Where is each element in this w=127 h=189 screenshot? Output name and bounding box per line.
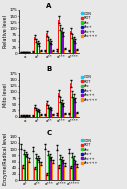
Bar	[48, 153, 49, 180]
Bar	[40, 163, 41, 180]
Bar	[33, 51, 34, 53]
Bar	[76, 113, 77, 117]
Bar	[69, 114, 70, 117]
Bar	[46, 33, 47, 53]
Bar	[57, 148, 58, 180]
Bar	[37, 43, 38, 53]
Bar	[70, 83, 71, 117]
Bar	[25, 116, 26, 117]
Bar	[24, 116, 25, 117]
Bar	[46, 174, 47, 180]
Bar	[28, 116, 29, 117]
Bar	[40, 115, 41, 117]
Bar	[45, 51, 46, 53]
Bar	[57, 50, 58, 53]
Bar	[52, 162, 53, 180]
Bar	[62, 162, 64, 180]
Title: A: A	[46, 3, 52, 9]
Bar	[72, 94, 73, 117]
Bar	[48, 38, 49, 53]
Y-axis label: Mito level: Mito level	[3, 83, 8, 107]
Bar	[40, 51, 41, 53]
Bar	[70, 167, 71, 180]
Bar	[58, 166, 59, 180]
Bar	[51, 158, 52, 180]
Title: C: C	[46, 130, 52, 136]
Bar	[49, 156, 50, 180]
Legend: CON, ROT, Arc, Arc+, Arc++, Arc+++: CON, ROT, Arc, Arc+, Arc++, Arc+++	[81, 75, 98, 102]
Bar	[61, 159, 62, 180]
Bar	[45, 147, 46, 180]
Bar	[27, 155, 28, 180]
Bar	[51, 109, 52, 117]
Bar	[58, 20, 59, 53]
Bar	[38, 111, 40, 117]
Bar	[74, 100, 76, 117]
Bar	[22, 52, 23, 53]
Bar	[22, 116, 23, 117]
Bar	[24, 52, 25, 53]
Bar	[27, 116, 28, 117]
Bar	[34, 37, 35, 53]
Bar	[52, 114, 53, 117]
Bar	[74, 41, 76, 53]
Bar	[22, 166, 23, 180]
Bar	[46, 103, 47, 117]
Bar	[36, 109, 37, 117]
Bar	[36, 41, 37, 53]
Bar	[73, 39, 74, 53]
Bar	[51, 43, 52, 53]
Bar	[49, 41, 50, 53]
Bar	[73, 158, 74, 180]
Bar	[69, 151, 70, 180]
Bar	[21, 116, 22, 117]
Bar	[21, 146, 22, 180]
Bar	[37, 158, 38, 180]
Bar	[76, 50, 77, 53]
Bar	[45, 115, 46, 117]
Bar	[69, 51, 70, 53]
Bar	[49, 108, 50, 117]
Bar	[33, 115, 34, 117]
Bar	[25, 154, 26, 180]
Bar	[34, 107, 35, 117]
Bar	[76, 165, 77, 180]
Bar	[62, 34, 64, 53]
Bar	[64, 165, 65, 180]
Bar	[61, 102, 62, 117]
Title: B: B	[46, 66, 52, 72]
Bar	[61, 31, 62, 53]
Bar	[48, 106, 49, 117]
Bar	[64, 49, 65, 53]
Bar	[64, 113, 65, 117]
Bar	[25, 52, 26, 53]
Bar	[72, 36, 73, 53]
Bar	[74, 162, 76, 180]
Bar	[28, 160, 29, 180]
Y-axis label: Relative level: Relative level	[3, 15, 8, 48]
Bar	[34, 168, 35, 180]
Bar	[37, 111, 38, 117]
Bar	[58, 93, 59, 117]
Bar	[38, 45, 40, 53]
Bar	[72, 155, 73, 180]
Bar	[57, 114, 58, 117]
Bar	[28, 52, 29, 53]
Bar	[60, 99, 61, 117]
Bar	[36, 156, 37, 180]
Bar	[38, 160, 40, 180]
Bar	[62, 104, 64, 117]
Bar	[24, 152, 25, 180]
Bar	[60, 27, 61, 53]
Bar	[73, 97, 74, 117]
Bar	[21, 52, 22, 53]
Bar	[60, 157, 61, 180]
Legend: CON, ROT, Arc, Arc+, Arc++, Arc+++: CON, ROT, Arc, Arc+, Arc++, Arc+++	[81, 12, 98, 38]
Bar	[27, 52, 28, 53]
Bar	[70, 31, 71, 53]
Legend: CON, ROT, Arc, Arc+, Arc++, Arc+++: CON, ROT, Arc, Arc+, Arc++, Arc+++	[81, 139, 98, 165]
Y-axis label: Enzyme/Radical level: Enzyme/Radical level	[3, 132, 8, 184]
Bar	[33, 149, 34, 180]
Bar	[52, 51, 53, 53]
